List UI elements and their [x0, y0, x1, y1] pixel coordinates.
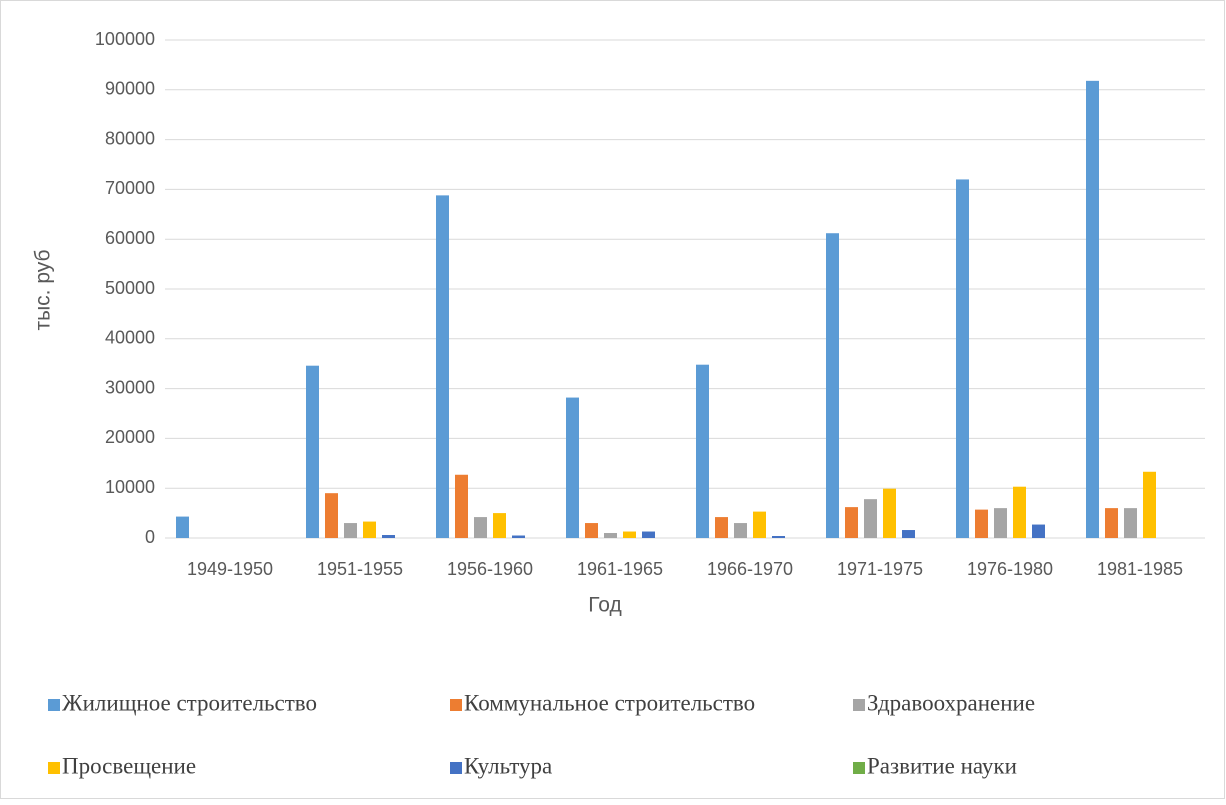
legend-swatch: [48, 699, 60, 711]
y-tick-label: 30000: [105, 377, 155, 397]
bar: [1143, 471, 1156, 538]
bar: [826, 233, 839, 538]
bar: [1086, 80, 1099, 538]
y-tick-label: 80000: [105, 128, 155, 148]
x-tick-label: 1961-1965: [577, 559, 663, 579]
bar: [493, 513, 506, 538]
y-tick-label: 10000: [105, 477, 155, 497]
bar: [436, 195, 449, 538]
bar: [604, 533, 617, 538]
legend-label: Коммунальное строительство: [464, 690, 755, 715]
legend-swatch: [853, 762, 865, 774]
legend-swatch: [450, 699, 462, 711]
bar: [902, 530, 915, 538]
bar: [474, 517, 487, 538]
bar: [344, 523, 357, 538]
y-tick-label: 50000: [105, 278, 155, 298]
bar: [845, 507, 858, 538]
y-tick-label: 20000: [105, 427, 155, 447]
bar: [715, 517, 728, 538]
bar: [975, 509, 988, 538]
x-tick-label: 1951-1955: [317, 559, 403, 579]
bar: [642, 531, 655, 538]
y-tick-label: 90000: [105, 79, 155, 99]
legend-label: Здравоохранение: [867, 690, 1035, 715]
bar: [566, 397, 579, 538]
legend-swatch: [450, 762, 462, 774]
bar: [753, 511, 766, 538]
bar: [512, 535, 525, 538]
bar: [956, 179, 969, 538]
x-axis-title: Год: [588, 594, 621, 617]
bar: [306, 365, 319, 538]
bar: [623, 531, 636, 538]
bar: [734, 523, 747, 538]
bar: [1013, 486, 1026, 538]
x-tick-label: 1956-1960: [447, 559, 533, 579]
bar: [772, 536, 785, 538]
legend-label: Культура: [464, 753, 552, 778]
bar: [994, 508, 1007, 538]
bar: [325, 493, 338, 538]
legend-label: Жилищное строительство: [62, 690, 317, 715]
y-tick-label: 0: [145, 527, 155, 547]
bar: [382, 535, 395, 538]
y-tick-label: 100000: [95, 29, 155, 49]
y-axis-title: тыс. руб: [32, 249, 55, 330]
x-tick-label: 1981-1985: [1097, 559, 1183, 579]
y-tick-label: 40000: [105, 328, 155, 348]
bar: [883, 488, 896, 538]
y-tick-label: 60000: [105, 228, 155, 248]
bar: [1105, 508, 1118, 538]
bar: [585, 523, 598, 538]
x-tick-label: 1949-1950: [187, 559, 273, 579]
legend-swatch: [853, 699, 865, 711]
legend-label: Просвещение: [62, 753, 196, 778]
x-tick-label: 1971-1975: [837, 559, 923, 579]
bar: [176, 516, 189, 538]
x-tick-label: 1976-1980: [967, 559, 1053, 579]
bar: [363, 521, 376, 538]
x-tick-label: 1966-1970: [707, 559, 793, 579]
y-tick-label: 70000: [105, 178, 155, 198]
legend-swatch: [48, 762, 60, 774]
bar: [864, 499, 877, 538]
bar: [696, 364, 709, 538]
bar: [1032, 524, 1045, 538]
legend-label: Развитие науки: [867, 753, 1017, 778]
bar: [1124, 508, 1137, 538]
bar: [455, 474, 468, 538]
